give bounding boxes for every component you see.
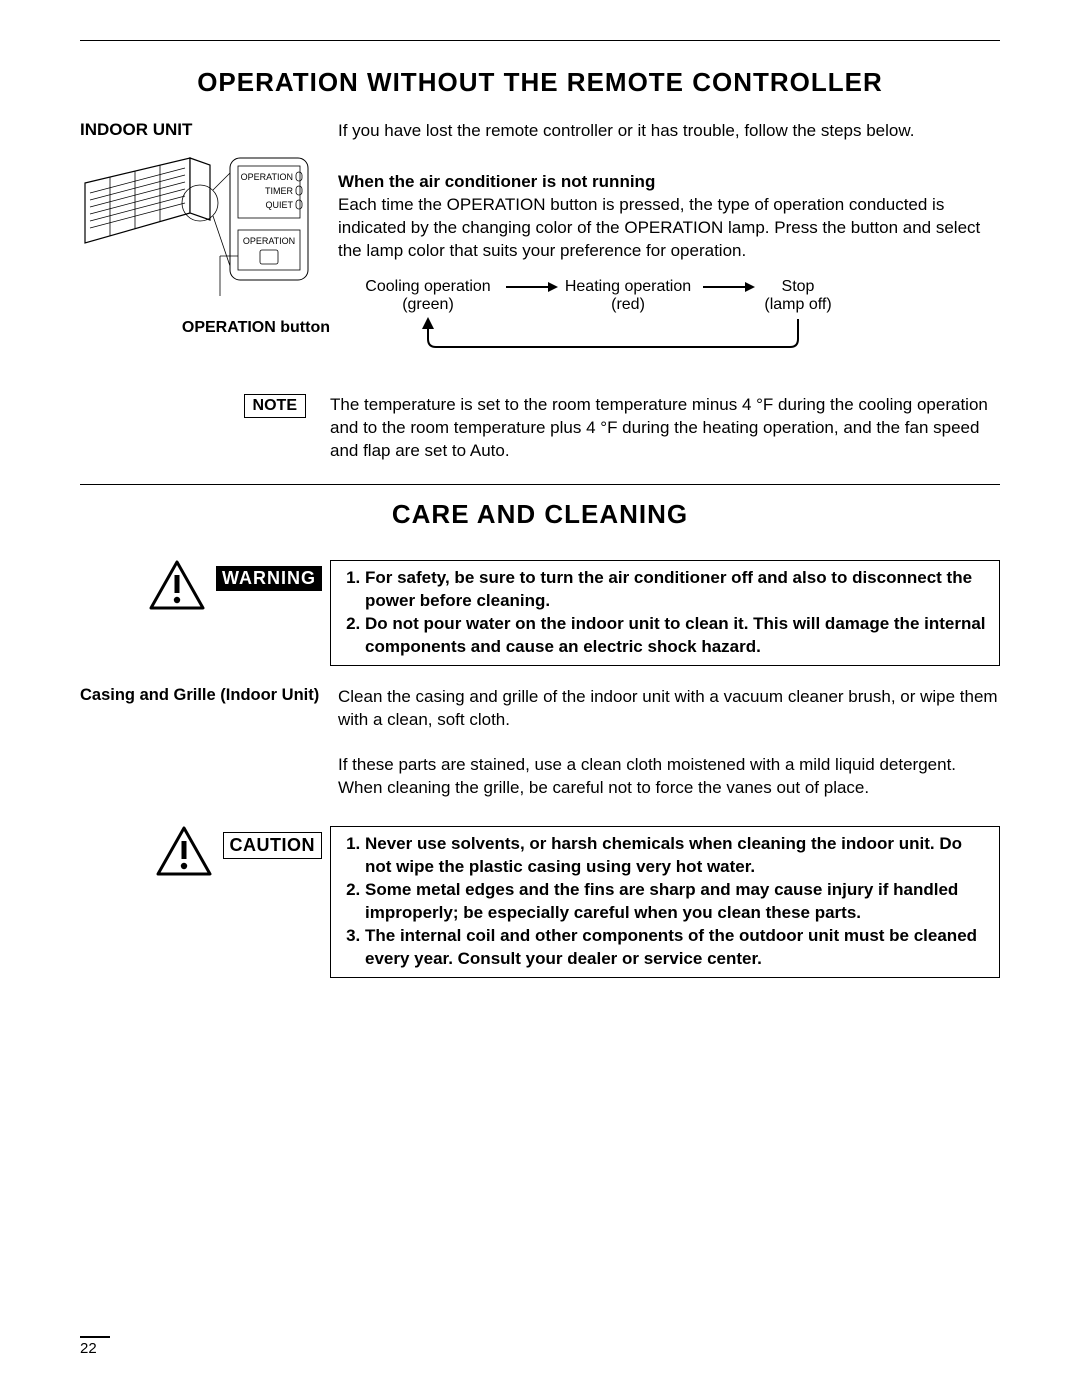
- note-row: NOTE The temperature is set to the room …: [80, 394, 1000, 463]
- lamp-label-quiet: QUIET: [265, 200, 293, 210]
- flow-stop-line2: (lamp off): [764, 296, 831, 313]
- caution-row: CAUTION Never use solvents, or harsh che…: [80, 826, 1000, 978]
- casing-p1: Clean the casing and grille of the indoo…: [338, 686, 1000, 732]
- note-body: The temperature is set to the room tempe…: [330, 394, 1000, 463]
- section2-title: CARE AND CLEANING: [80, 499, 1000, 530]
- caution-item: Some metal edges and the fins are sharp …: [365, 879, 989, 925]
- warning-item: For safety, be sure to turn the air cond…: [365, 567, 989, 613]
- note-left: NOTE: [80, 394, 330, 418]
- indoor-unit-label: INDOOR UNIT: [80, 120, 330, 140]
- casing-left: Casing and Grille (Indoor Unit): [80, 686, 330, 705]
- casing-row: Casing and Grille (Indoor Unit) Clean th…: [80, 686, 1000, 800]
- when-not-running-body: Each time the OPERATION button is presse…: [338, 194, 1000, 263]
- warning-box: For safety, be sure to turn the air cond…: [330, 560, 1000, 666]
- casing-right: Clean the casing and grille of the indoo…: [330, 686, 1000, 800]
- warning-row: WARNING For safety, be sure to turn the …: [80, 560, 1000, 666]
- flow-stop-line1: Stop: [782, 278, 815, 295]
- flow-cooling-line1: Cooling operation: [365, 278, 490, 295]
- warning-item: Do not pour water on the indoor unit to …: [365, 613, 989, 659]
- mid-rule: [80, 484, 1000, 485]
- flow-cooling-line2: (green): [402, 296, 454, 313]
- intro-text: If you have lost the remote controller o…: [338, 120, 1000, 143]
- caution-box: Never use solvents, or harsh chemicals w…: [330, 826, 1000, 978]
- indoor-unit-row: INDOOR UNIT: [80, 120, 1000, 364]
- warning-label: WARNING: [216, 566, 322, 591]
- caution-label: CAUTION: [223, 832, 323, 859]
- caution-item: The internal coil and other components o…: [365, 925, 989, 971]
- section1-title: OPERATION WITHOUT THE REMOTE CONTROLLER: [80, 67, 1000, 98]
- operation-flow-diagram: Cooling operation (green) Heating operat…: [358, 277, 1000, 364]
- flow-heating-line1: Heating operation: [565, 278, 691, 295]
- lamp-label-operation: OPERATION: [241, 172, 293, 182]
- flow-heating-line2: (red): [611, 296, 645, 313]
- right-col-intro: If you have lost the remote controller o…: [330, 120, 1000, 364]
- warning-triangle-icon: [148, 560, 206, 612]
- button-label-operation: OPERATION: [243, 236, 295, 246]
- page-number-rule: [80, 1336, 110, 1338]
- caution-left: CAUTION: [80, 826, 330, 878]
- warning-left: WARNING: [80, 560, 330, 612]
- page: OPERATION WITHOUT THE REMOTE CONTROLLER …: [0, 0, 1080, 1397]
- casing-p2: If these parts are stained, use a clean …: [338, 754, 1000, 800]
- caution-item: Never use solvents, or harsh chemicals w…: [365, 833, 989, 879]
- caution-list: Never use solvents, or harsh chemicals w…: [341, 833, 989, 971]
- note-label: NOTE: [244, 394, 306, 418]
- indoor-unit-diagram: OPERATION TIMER QUIET OPERATION OPERATIO…: [80, 148, 330, 337]
- page-number: 22: [80, 1336, 110, 1357]
- caution-triangle-icon: [155, 826, 213, 878]
- casing-label: Casing and Grille (Indoor Unit): [80, 686, 319, 704]
- lamp-label-timer: TIMER: [265, 186, 293, 196]
- left-col-indoor: INDOOR UNIT: [80, 120, 330, 337]
- warning-list: For safety, be sure to turn the air cond…: [341, 567, 989, 659]
- operation-button-caption: OPERATION button: [80, 319, 330, 337]
- when-not-running-subhead: When the air conditioner is not running: [338, 171, 1000, 194]
- page-number-text: 22: [80, 1340, 97, 1357]
- top-rule: [80, 40, 1000, 41]
